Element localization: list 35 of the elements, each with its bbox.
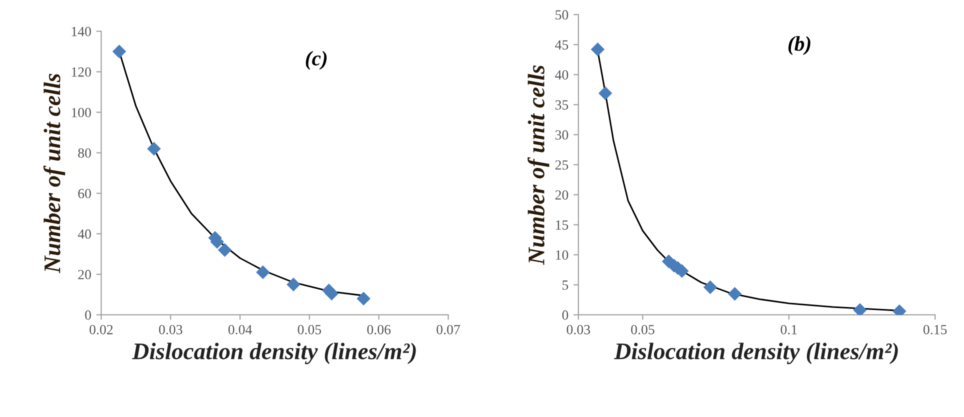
y-tick-label: 0 (85, 310, 91, 320)
y-tick-label: 30 (555, 130, 568, 140)
y-tick-label: 100 (72, 108, 91, 118)
y-tick-label: 0 (562, 310, 568, 320)
annotation: (b) (788, 36, 810, 56)
y-tick-label: 35 (555, 100, 568, 110)
y-tick-label: 25 (555, 160, 568, 170)
y-axis-title: Number of unit cells (43, 74, 66, 274)
annotation: (c) (306, 50, 327, 70)
y-tick-label: 60 (78, 188, 91, 198)
y-tick-label: 20 (555, 190, 568, 200)
y-tick-label: 5 (562, 280, 568, 290)
x-tick-label: 0.03 (159, 324, 182, 334)
y-tick-label: 50 (556, 10, 568, 20)
x-tick-label: 0.02 (90, 324, 113, 334)
y-tick-label: 20 (78, 270, 91, 280)
x-tick-label: 0.1 (780, 324, 797, 334)
y-axis-title: Number of unit cells (528, 65, 550, 265)
y-tick-label: 45 (555, 40, 568, 50)
x-axis-title: Dislocation density (lines/m²) (614, 342, 898, 364)
x-axis-title: Dislocation density (lines/m²) (132, 342, 416, 364)
y-tick-label: 40 (78, 229, 91, 239)
y-tick-label: 140 (72, 26, 91, 36)
x-tick-label: 0.05 (631, 324, 654, 334)
y-tick-label: 10 (556, 250, 568, 260)
x-tick-label: 0.04 (228, 324, 252, 334)
x-tick-label: 0.06 (367, 324, 391, 334)
y-tick-label: 15 (556, 220, 568, 230)
y-tick-label: 80 (78, 148, 91, 158)
y-tick-label: 120 (72, 67, 91, 77)
x-tick-label: 0.15 (923, 324, 947, 334)
x-tick-label: 0.05 (298, 324, 322, 334)
y-tick-label: 40 (555, 70, 568, 80)
x-tick-label: 0.03 (566, 324, 590, 334)
x-tick-label: 0.07 (436, 324, 460, 334)
